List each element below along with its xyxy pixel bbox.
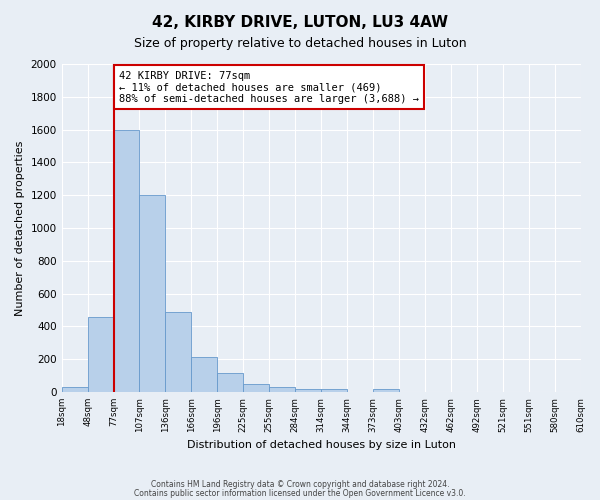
- Bar: [113, 130, 139, 392]
- Text: 42, KIRBY DRIVE, LUTON, LU3 4AW: 42, KIRBY DRIVE, LUTON, LU3 4AW: [152, 15, 448, 30]
- Text: 42 KIRBY DRIVE: 77sqm
← 11% of detached houses are smaller (469)
88% of semi-det: 42 KIRBY DRIVE: 77sqm ← 11% of detached …: [119, 70, 419, 104]
- Bar: [269, 387, 295, 392]
- X-axis label: Distribution of detached houses by size in Luton: Distribution of detached houses by size …: [187, 440, 455, 450]
- Bar: [321, 390, 347, 392]
- Text: Contains public sector information licensed under the Open Government Licence v3: Contains public sector information licen…: [134, 488, 466, 498]
- Bar: [139, 195, 166, 392]
- Bar: [191, 356, 217, 392]
- Text: Contains HM Land Registry data © Crown copyright and database right 2024.: Contains HM Land Registry data © Crown c…: [151, 480, 449, 489]
- Bar: [373, 390, 399, 392]
- Bar: [295, 388, 321, 392]
- Bar: [62, 387, 88, 392]
- Bar: [243, 384, 269, 392]
- Text: Size of property relative to detached houses in Luton: Size of property relative to detached ho…: [134, 38, 466, 51]
- Bar: [166, 312, 191, 392]
- Bar: [217, 373, 243, 392]
- Y-axis label: Number of detached properties: Number of detached properties: [15, 140, 25, 316]
- Bar: [88, 316, 113, 392]
